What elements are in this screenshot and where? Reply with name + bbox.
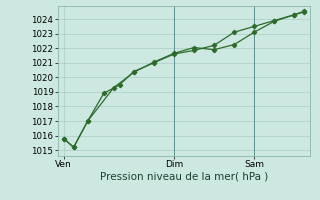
X-axis label: Pression niveau de la mer( hPa ): Pression niveau de la mer( hPa ) <box>100 172 268 182</box>
